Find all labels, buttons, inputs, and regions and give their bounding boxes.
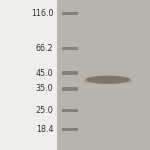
Bar [62, 109, 78, 112]
Text: 66.2: 66.2 [36, 44, 53, 53]
Bar [62, 12, 78, 15]
Bar [62, 87, 78, 91]
Text: 45.0: 45.0 [36, 69, 53, 78]
Text: 25.0: 25.0 [36, 106, 53, 115]
Bar [62, 128, 78, 131]
Bar [62, 47, 78, 50]
Bar [57, 0, 150, 150]
Text: 116.0: 116.0 [31, 9, 53, 18]
Text: 18.4: 18.4 [36, 125, 53, 134]
Bar [62, 71, 78, 75]
Ellipse shape [85, 76, 130, 84]
Ellipse shape [83, 79, 133, 84]
Text: 35.0: 35.0 [36, 84, 53, 93]
